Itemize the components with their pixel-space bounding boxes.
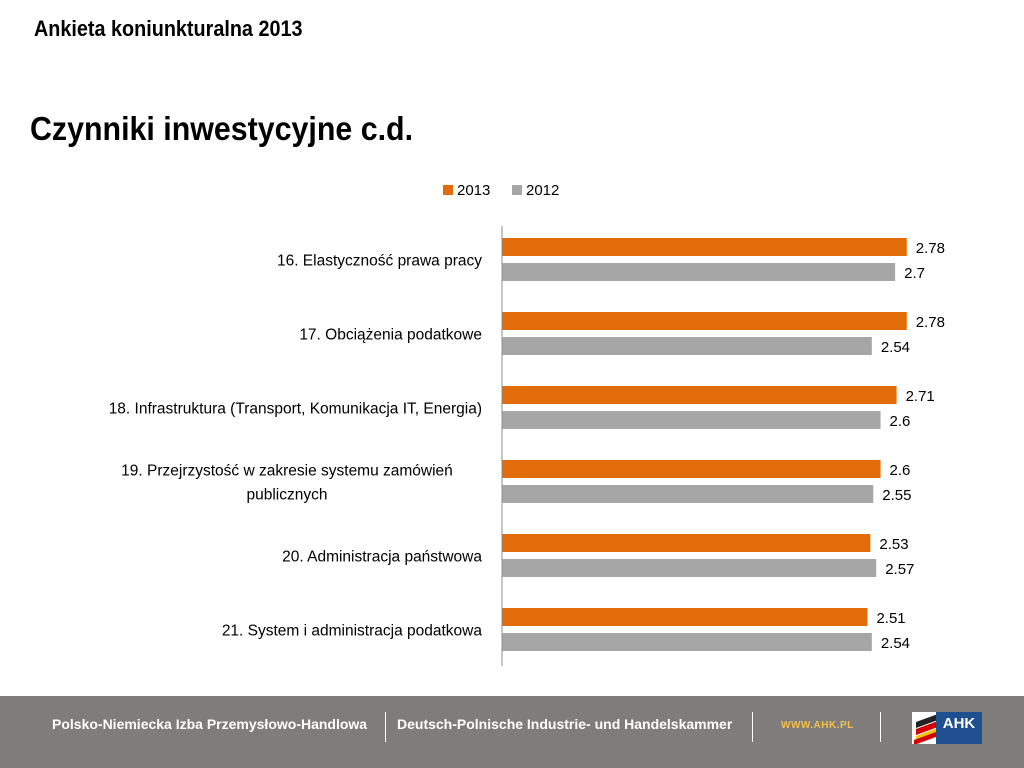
data-label: 2.6: [890, 462, 911, 479]
bar-2012: [502, 411, 881, 429]
category-label: 19. Przejrzystość w zakresie systemu zam…: [121, 463, 453, 480]
legend-swatch: [443, 185, 453, 195]
bar-2012: [502, 485, 874, 503]
category-label: 20. Administracja państwowa: [282, 549, 482, 566]
footer: Polsko-Niemiecka Izba Przemysłowo-Handlo…: [0, 696, 1024, 768]
data-label: 2.6: [890, 413, 911, 430]
data-label: 2.54: [881, 339, 910, 356]
data-label: 2.51: [876, 610, 905, 627]
bar-2013: [502, 534, 871, 552]
category-label: 18. Infrastruktura (Transport, Komunikac…: [109, 401, 482, 418]
slide-title: Czynniki inwestycyjne c.d.: [30, 110, 414, 147]
legend-swatch: [512, 185, 522, 195]
ahk-logo-text: AHK: [936, 712, 982, 744]
footer-separator: [752, 712, 753, 742]
footer-url-link[interactable]: WWW.AHK.PL: [781, 720, 854, 731]
category-label: 21. System i administracja podatkowa: [222, 623, 483, 640]
data-label: 2.78: [916, 314, 945, 331]
bar-2013: [502, 312, 907, 330]
data-label: 2.71: [906, 388, 935, 405]
ahk-logo: AHK: [912, 712, 982, 744]
bar-chart: 2013 2012 2.78 2.7 16. Elastyczność prawa pr…: [109, 182, 945, 666]
legend-label: 2012: [526, 182, 559, 199]
bar-2013: [502, 460, 881, 478]
bar-2013: [502, 238, 907, 256]
bar-2013: [502, 386, 897, 404]
data-label: 2.55: [882, 487, 911, 504]
footer-text-pl: Polsko-Niemiecka Izba Przemysłowo-Handlo…: [52, 716, 368, 732]
data-label: 2.57: [885, 561, 914, 578]
bar-2012: [502, 633, 872, 651]
footer-separator: [385, 712, 386, 742]
category-label: publicznych: [247, 487, 328, 504]
footer-text-de: Deutsch-Polnische Industrie- und Handels…: [397, 716, 733, 732]
bar-2012: [502, 263, 896, 281]
flag-icon: [912, 712, 938, 744]
category-label: 17. Obciążenia podatkowe: [299, 327, 482, 344]
category-label: 16. Elastyczność prawa pracy: [277, 253, 482, 270]
bar-2013: [502, 608, 868, 626]
data-label: 2.53: [879, 536, 908, 553]
header-title: Ankieta koniunkturalna 2013: [34, 16, 303, 41]
legend-label: 2013: [457, 182, 490, 199]
bar-2012: [502, 559, 877, 577]
data-label: 2.54: [881, 635, 910, 652]
bar-2012: [502, 337, 872, 355]
footer-separator: [880, 712, 881, 742]
data-label: 2.78: [916, 240, 945, 257]
data-label: 2.7: [904, 265, 925, 282]
